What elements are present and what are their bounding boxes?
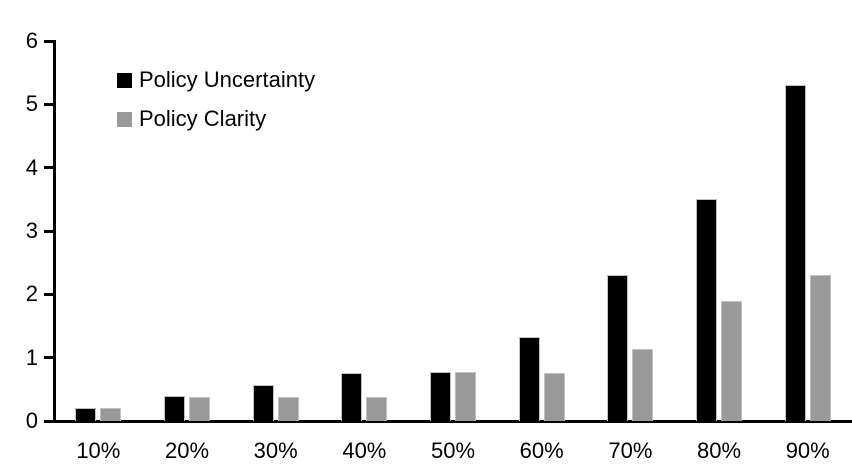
x-axis-line bbox=[53, 420, 852, 423]
bar-policy-uncertainty-90 bbox=[784, 85, 806, 421]
y-tick-3 bbox=[44, 229, 54, 233]
y-tick-label-6: 6 bbox=[25, 28, 38, 53]
y-tick-6 bbox=[44, 39, 54, 43]
bar-policy-clarity-40 bbox=[366, 396, 388, 421]
bar-policy-clarity-70 bbox=[632, 349, 654, 421]
bar-group-50 bbox=[409, 41, 498, 421]
bar-policy-uncertainty-30 bbox=[252, 384, 274, 421]
legend-item-policy-clarity: Policy Clarity bbox=[117, 103, 315, 135]
y-tick-label-2: 2 bbox=[25, 281, 38, 307]
bar-policy-uncertainty-40 bbox=[341, 372, 363, 421]
y-tick-label-1: 1 bbox=[25, 344, 38, 370]
bar-group-40 bbox=[320, 41, 409, 421]
bar-policy-clarity-10 bbox=[100, 408, 122, 421]
x-tick-label-70: 70% bbox=[608, 438, 653, 463]
x-tick-label-90: 90% bbox=[785, 438, 830, 463]
plot-area bbox=[54, 41, 852, 421]
bar-policy-clarity-30 bbox=[277, 396, 299, 421]
legend-label-policy-clarity: Policy Clarity bbox=[139, 106, 267, 131]
y-tick-label-0: 0 bbox=[25, 408, 38, 433]
bar-group-60 bbox=[497, 41, 586, 421]
bar-group-80 bbox=[675, 41, 764, 421]
y-tick-label-3: 3 bbox=[25, 218, 38, 243]
legend-swatch-policy-clarity bbox=[117, 111, 132, 127]
x-tick-label-80: 80% bbox=[697, 438, 742, 463]
y-tick-4 bbox=[44, 166, 54, 170]
bar-policy-uncertainty-50 bbox=[430, 371, 452, 421]
bar-policy-uncertainty-10 bbox=[75, 408, 97, 421]
bar-group-20 bbox=[143, 41, 232, 421]
y-tick-label-5: 5 bbox=[25, 91, 38, 117]
legend-swatch-policy-uncertainty bbox=[117, 72, 132, 88]
x-tick-label-30: 30% bbox=[253, 438, 298, 463]
bar-policy-clarity-80 bbox=[721, 300, 743, 421]
y-axis-line bbox=[53, 40, 56, 423]
legend-label-policy-uncertainty: Policy Uncertainty bbox=[139, 67, 316, 92]
x-tick-label-10: 10% bbox=[76, 438, 121, 463]
x-tick-label-50: 50% bbox=[431, 438, 476, 463]
x-tick-label-60: 60% bbox=[519, 438, 564, 463]
bar-policy-clarity-90 bbox=[809, 275, 831, 421]
bar-group-90 bbox=[763, 41, 852, 421]
bar-policy-uncertainty-70 bbox=[607, 275, 629, 421]
bar-group-10 bbox=[54, 41, 143, 421]
x-tick-label-20: 20% bbox=[164, 438, 210, 463]
y-tick-label-4: 4 bbox=[25, 154, 38, 180]
y-tick-5 bbox=[44, 102, 54, 106]
bar-policy-clarity-20 bbox=[189, 396, 210, 421]
bar-policy-clarity-60 bbox=[543, 372, 565, 421]
bar-group-30 bbox=[231, 41, 320, 421]
legend-item-policy-uncertainty: Policy Uncertainty bbox=[117, 64, 315, 96]
y-tick-0 bbox=[44, 419, 54, 423]
y-tick-2 bbox=[44, 292, 54, 296]
bar-group-70 bbox=[586, 41, 675, 421]
x-axis-labels: 10% 20% 30% 40% 50% 60% 70% 80% 90% bbox=[54, 438, 852, 464]
bar-policy-uncertainty-80 bbox=[696, 199, 718, 421]
bar-policy-uncertainty-60 bbox=[518, 336, 540, 421]
y-tick-1 bbox=[44, 356, 54, 360]
bar-policy-clarity-50 bbox=[455, 372, 477, 421]
chart-legend: Policy Uncertainty Policy Clarity bbox=[117, 64, 315, 142]
x-tick-label-40: 40% bbox=[342, 438, 387, 463]
bar-policy-uncertainty-20 bbox=[164, 395, 185, 421]
